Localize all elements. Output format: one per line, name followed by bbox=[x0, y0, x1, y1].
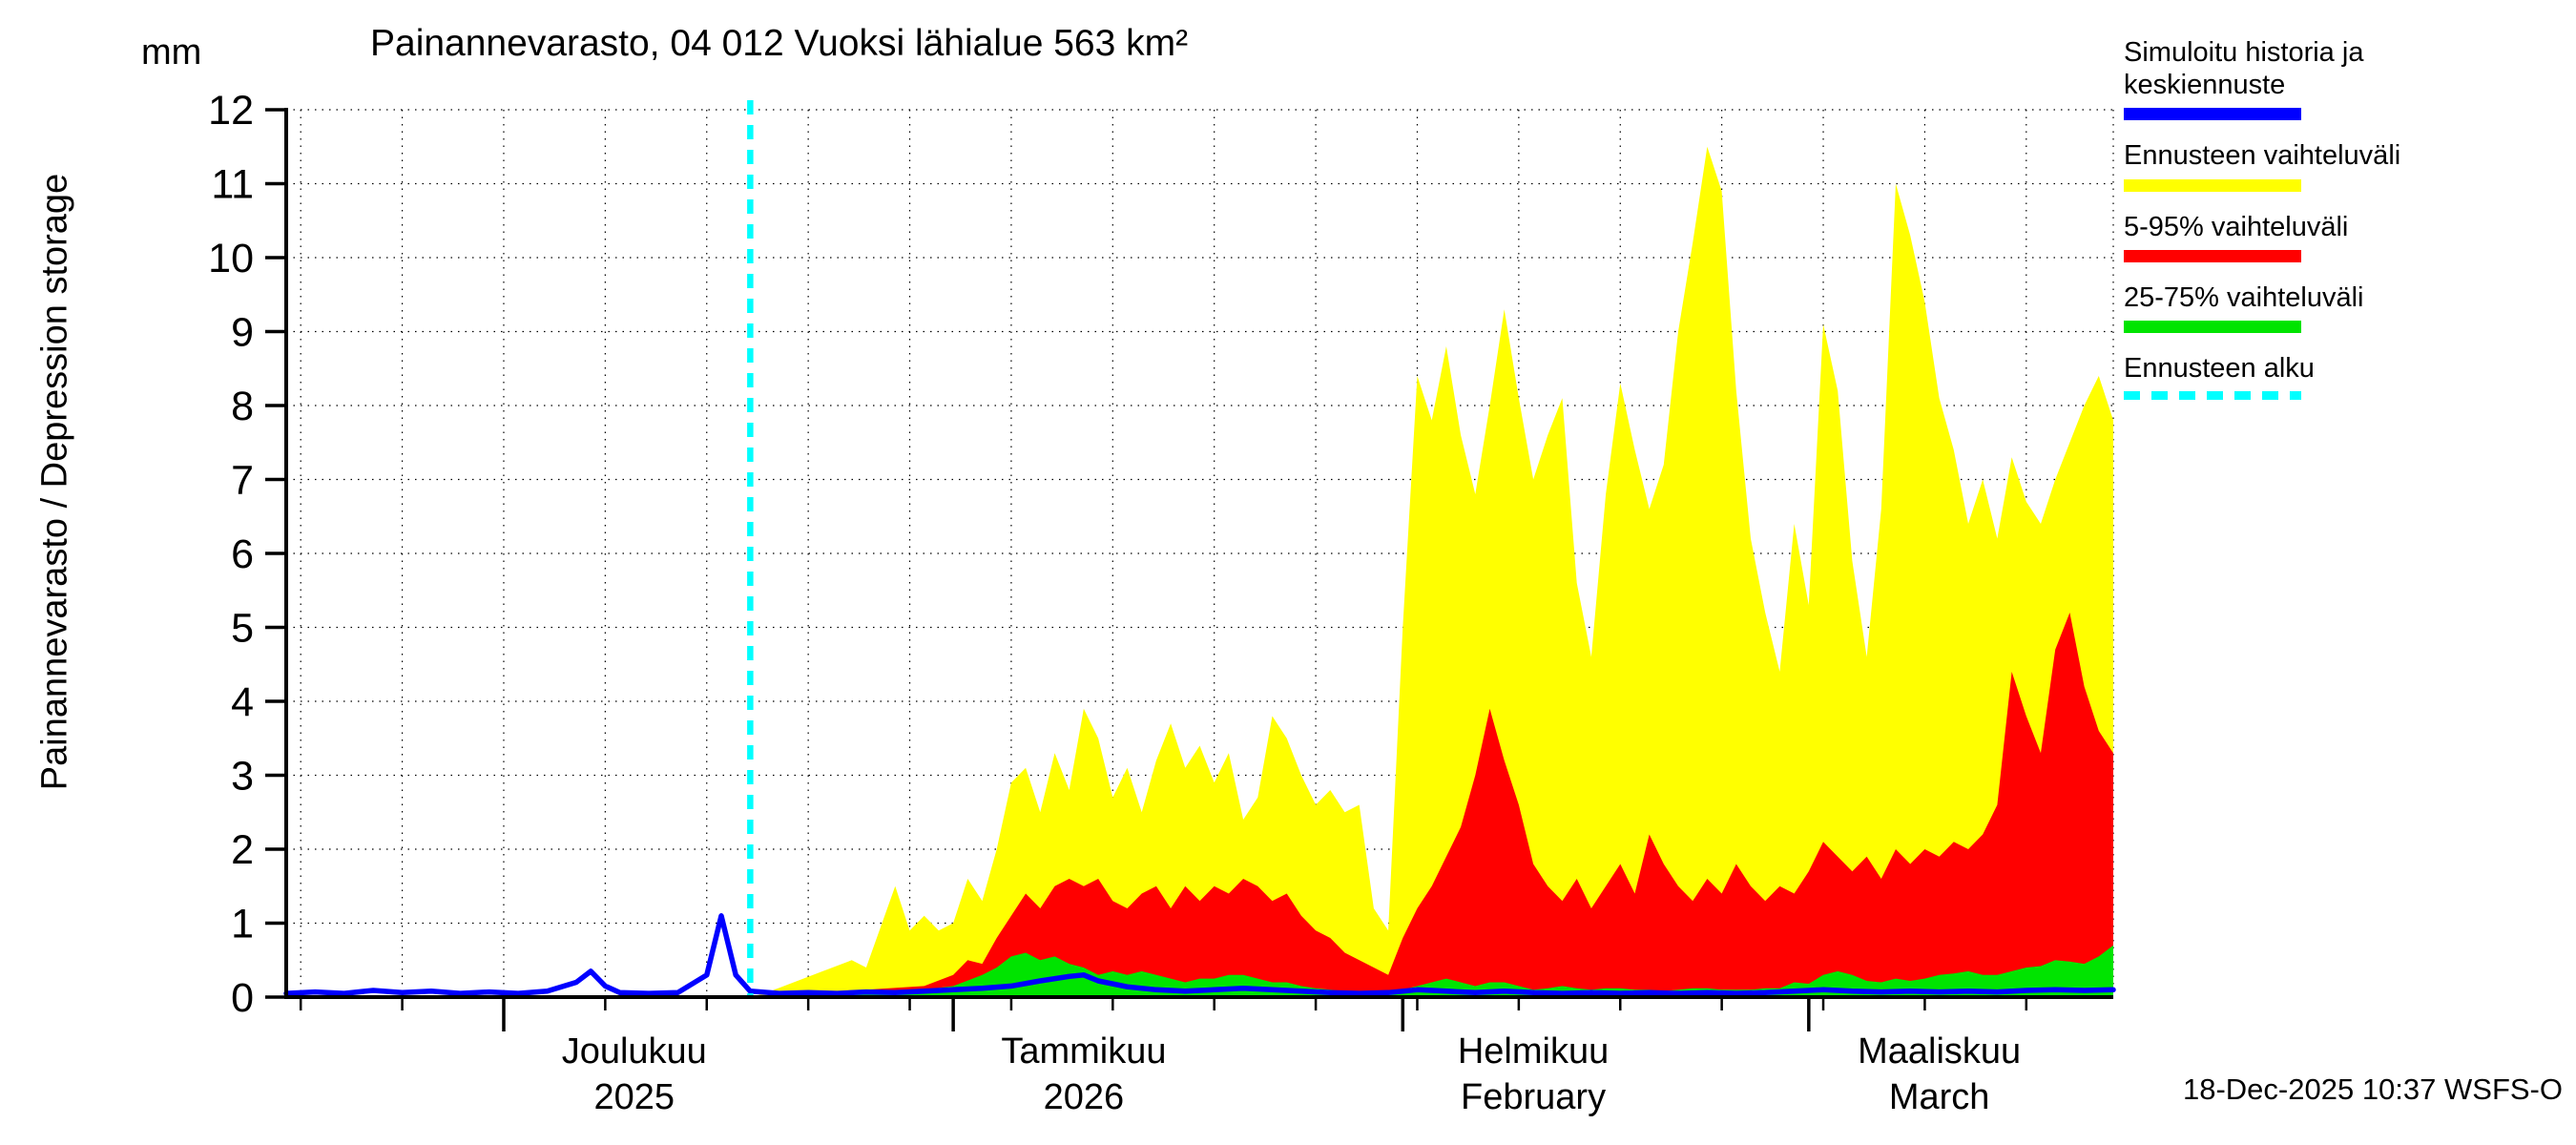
chart-title: Painannevarasto, 04 012 Vuoksi lähialue … bbox=[370, 23, 1189, 64]
y-tick-label: 9 bbox=[231, 310, 254, 356]
y-tick-label: 4 bbox=[231, 679, 254, 725]
legend-dashed-swatch bbox=[2124, 391, 2301, 401]
month-sublabel: 2026 bbox=[1044, 1077, 1125, 1117]
timestamp: 18-Dec-2025 10:37 WSFS-O bbox=[2182, 1072, 2563, 1106]
legend-item: Ennusteen vaihteluväli bbox=[2124, 139, 2524, 192]
legend-item-label: 25-75% vaihteluväli bbox=[2124, 281, 2364, 313]
y-tick-label: 6 bbox=[231, 531, 254, 577]
legend-item-label: 5-95% vaihteluväli bbox=[2124, 211, 2349, 242]
month-sublabel: February bbox=[1461, 1077, 1606, 1117]
y-tick-label: 10 bbox=[208, 236, 254, 281]
area-ennusteen-vaihteluv-li bbox=[750, 146, 2113, 998]
y-axis-label: Painannevarasto / Depression storage bbox=[34, 173, 75, 791]
history-mean-line bbox=[283, 913, 2116, 996]
legend-color-swatch bbox=[2124, 249, 2301, 262]
legend-color-swatch bbox=[2124, 178, 2301, 192]
area-5-95-vaihteluv-li bbox=[750, 613, 2113, 997]
legend: Simuloitu historia ja keskiennuste Ennust… bbox=[2124, 36, 2524, 419]
y-tick-label: 2 bbox=[231, 827, 254, 873]
legend-color-swatch bbox=[2124, 321, 2301, 334]
month-label: Tammikuu bbox=[1001, 1031, 1166, 1072]
legend-item-label: Simuloitu historia ja keskiennuste bbox=[2124, 37, 2364, 101]
y-tick-label: 12 bbox=[208, 88, 254, 134]
y-tick-label: 0 bbox=[231, 975, 254, 1021]
y-tick-label: 1 bbox=[231, 902, 254, 947]
y-tick-label: 5 bbox=[231, 606, 254, 652]
legend-item-label: Ennusteen alku bbox=[2124, 353, 2315, 385]
legend-item: Simuloitu historia ja keskiennuste bbox=[2124, 36, 2524, 121]
area-25-75-vaihteluv-li bbox=[750, 945, 2113, 997]
legend-item: 25-75% vaihteluväli bbox=[2124, 281, 2524, 334]
y-tick-label: 3 bbox=[231, 754, 254, 800]
y-tick-label: 7 bbox=[231, 458, 254, 504]
legend-item-label: Ennusteen vaihteluväli bbox=[2124, 140, 2401, 172]
month-label: Maaliskuu bbox=[1858, 1031, 2021, 1072]
month-label: Helmikuu bbox=[1458, 1031, 1609, 1072]
month-sublabel: 2025 bbox=[593, 1077, 675, 1117]
legend-item: Ennusteen alku bbox=[2124, 352, 2524, 401]
y-tick-label: 11 bbox=[211, 162, 254, 208]
month-sublabel: March bbox=[1889, 1077, 1990, 1117]
legend-item: 5-95% vaihteluväli bbox=[2124, 211, 2524, 262]
y-axis-unit: mm bbox=[141, 32, 202, 73]
y-tick-label: 8 bbox=[231, 384, 254, 429]
month-label: Joulukuu bbox=[562, 1031, 707, 1072]
legend-color-swatch bbox=[2124, 108, 2301, 121]
